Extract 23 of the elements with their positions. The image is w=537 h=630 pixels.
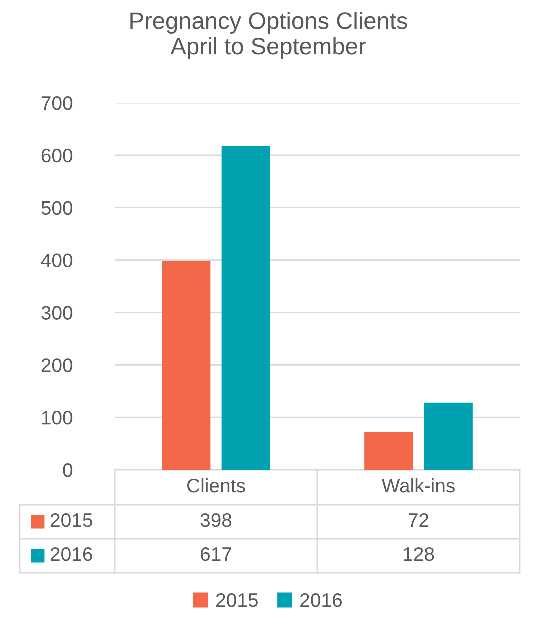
text: 2015 <box>216 593 258 608</box>
bar <box>424 402 473 470</box>
data-label: 72 <box>408 513 429 528</box>
legend-label: 2016 <box>300 593 342 608</box>
y-tick-label: 600 <box>42 148 73 163</box>
data-label: 398 <box>200 513 232 528</box>
y-tick-label: 400 <box>41 254 73 268</box>
chart-title: Pregnancy Options Clients April to September <box>130 12 408 60</box>
data-label: 617 <box>201 547 232 562</box>
bar <box>364 432 414 470</box>
y-tick-label: 200 <box>42 358 73 372</box>
legend-label: 2015 <box>50 513 92 528</box>
bar <box>222 146 270 470</box>
y-tick-label: 500 <box>42 201 73 216</box>
x-tick-label: Walk-ins <box>382 478 455 493</box>
y-tick-label: 100 <box>42 411 73 425</box>
bar <box>162 261 211 470</box>
y-tick-label: 0 <box>63 463 73 478</box>
y-tick-label: 700 <box>42 96 73 110</box>
y-tick-label: 300 <box>42 306 73 320</box>
text: 2016 <box>50 547 92 562</box>
data-label: 128 <box>404 547 434 562</box>
x-tick-label: Clients <box>188 478 246 493</box>
